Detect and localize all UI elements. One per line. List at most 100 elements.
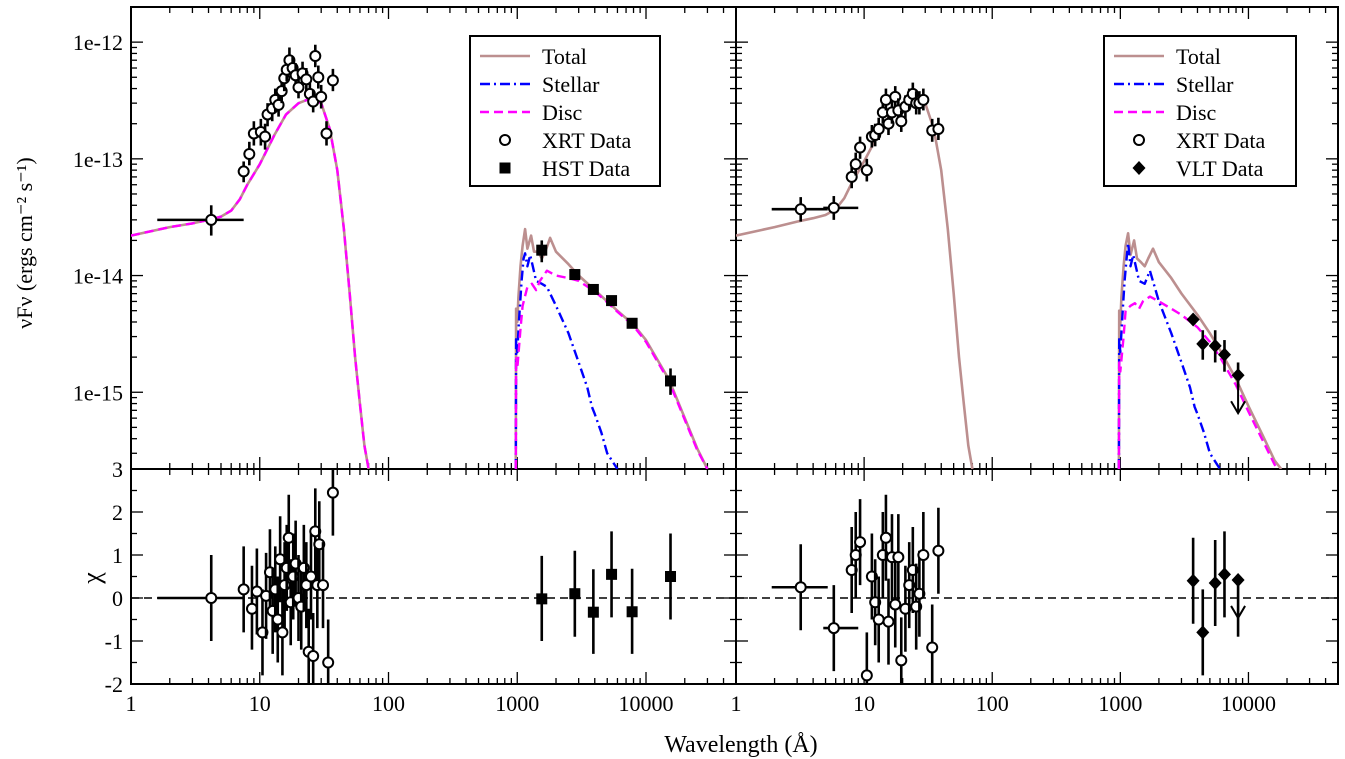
upper-limit-arrow-head (1230, 400, 1246, 416)
marker-xrt (322, 656, 335, 669)
marker-xrt (860, 669, 873, 682)
marker-xrt (320, 127, 333, 140)
marker-hst (587, 283, 599, 295)
marker-xrt (895, 654, 908, 667)
x-tick-label: 10 (853, 691, 875, 716)
marker-xrt (932, 544, 945, 557)
y-tick-label: 2 (112, 500, 123, 525)
marker-hst (536, 593, 548, 605)
marker-xrt (245, 602, 258, 615)
model-curve-total (736, 97, 974, 469)
legend-label: Stellar (1176, 72, 1234, 97)
marker-xrt (854, 141, 867, 154)
marker-xrt (917, 93, 930, 106)
marker-vlt (1186, 573, 1200, 588)
marker-hst (626, 317, 638, 329)
marker-xrt (882, 615, 895, 628)
legend-label: HST Data (542, 156, 630, 181)
marker-xrt (315, 90, 328, 103)
marker-hst (626, 606, 638, 618)
legend-label: Total (1176, 44, 1221, 69)
y-tick-label: 1e-15 (73, 380, 123, 405)
marker-xrt (205, 592, 218, 604)
marker-xrt (889, 598, 902, 611)
marker-xrt (892, 551, 905, 564)
axis-labels: Wavelength (Å) νFν (ergs cm⁻² s⁻¹) χ (12, 157, 818, 758)
marker-xrt (794, 203, 807, 216)
legends: Total Stellar Disc XRT Data HST Data Total Ste… (469, 35, 1297, 187)
model-curve-disc (514, 269, 709, 469)
marker-vlt (1208, 338, 1222, 353)
x-axis-label: Wavelength (Å) (664, 732, 817, 758)
x-tick-label: 1000 (1098, 691, 1142, 716)
marker-xrt (243, 148, 256, 161)
model-curve-stellar (1117, 241, 1222, 469)
marker-xrt (879, 531, 892, 544)
marker-xrt (845, 170, 858, 183)
legend-label: Stellar (542, 72, 600, 97)
x-tick-label: 10 (249, 691, 271, 716)
marker-hst (665, 571, 677, 582)
y-tick-label: -1 (105, 629, 123, 654)
x-tick-label: 1 (731, 691, 742, 716)
marker-xrt (860, 164, 873, 177)
y-tick-label: -2 (105, 672, 123, 697)
marker-xrt (326, 74, 339, 87)
y-tick-label: 0 (112, 586, 123, 611)
marker-xrt (307, 650, 320, 663)
marker-xrt (854, 536, 867, 549)
marker-xrt (300, 73, 313, 86)
marker-xrt (849, 158, 862, 171)
marker-xrt (312, 71, 325, 84)
marker-xrt (926, 641, 939, 654)
x-tick-label: 10000 (1221, 691, 1276, 716)
marker-xrt (309, 50, 322, 63)
x-tick-label: 100 (976, 691, 1009, 716)
y-axis-label-top: νFν (ergs cm⁻² s⁻¹) (12, 157, 37, 328)
legend-label: XRT Data (542, 128, 632, 153)
model-curve-stellar (514, 252, 619, 469)
legend-label: VLT Data (1176, 156, 1264, 181)
y-tick-label: 1 (112, 543, 123, 568)
marker-xrt (932, 123, 945, 136)
marker-xrt (317, 579, 330, 592)
y-tick-label: 1e-13 (73, 147, 123, 172)
marker-vlt (1231, 368, 1245, 383)
marker-xrt (872, 613, 885, 626)
marker-vlt (1217, 567, 1231, 582)
marker-xrt (872, 123, 885, 136)
x-tick-label: 1 (126, 691, 137, 716)
panel-frame-left-residuals (130, 468, 737, 685)
marker-xrt (259, 130, 272, 143)
marker-xrt (827, 622, 840, 635)
x-tick-label: 10000 (619, 691, 674, 716)
marker-xrt (895, 115, 908, 128)
y-tick-label: 3 (112, 457, 123, 482)
marker-xrt (237, 583, 250, 596)
marker-xrt (205, 213, 218, 226)
marker-hst (606, 295, 618, 307)
legend-label: Disc (542, 100, 583, 125)
plot-data (131, 44, 1338, 684)
marker-xrt (794, 581, 807, 594)
marker-xrt (276, 626, 289, 639)
marker-xrt (326, 486, 339, 499)
marker-hst (665, 375, 677, 387)
legend-label: Total (542, 44, 587, 69)
y-axis-label-bottom: χ (77, 572, 106, 585)
legend-marker-vlt (1132, 161, 1146, 175)
model-curve-disc (1117, 295, 1279, 469)
marker-hst (569, 269, 581, 281)
legend-marker-xrt (1133, 134, 1145, 146)
marker-xrt (278, 579, 291, 592)
y-tick-label: 1e-14 (73, 264, 123, 289)
marker-hst (536, 244, 548, 256)
marker-xrt (917, 549, 930, 561)
marker-vlt (1208, 575, 1222, 590)
legend-label: Disc (1176, 100, 1217, 125)
upper-limit-arrow-head (1230, 605, 1246, 620)
marker-vlt (1196, 625, 1210, 640)
x-tick-label: 1000 (495, 691, 539, 716)
marker-xrt (292, 81, 305, 94)
